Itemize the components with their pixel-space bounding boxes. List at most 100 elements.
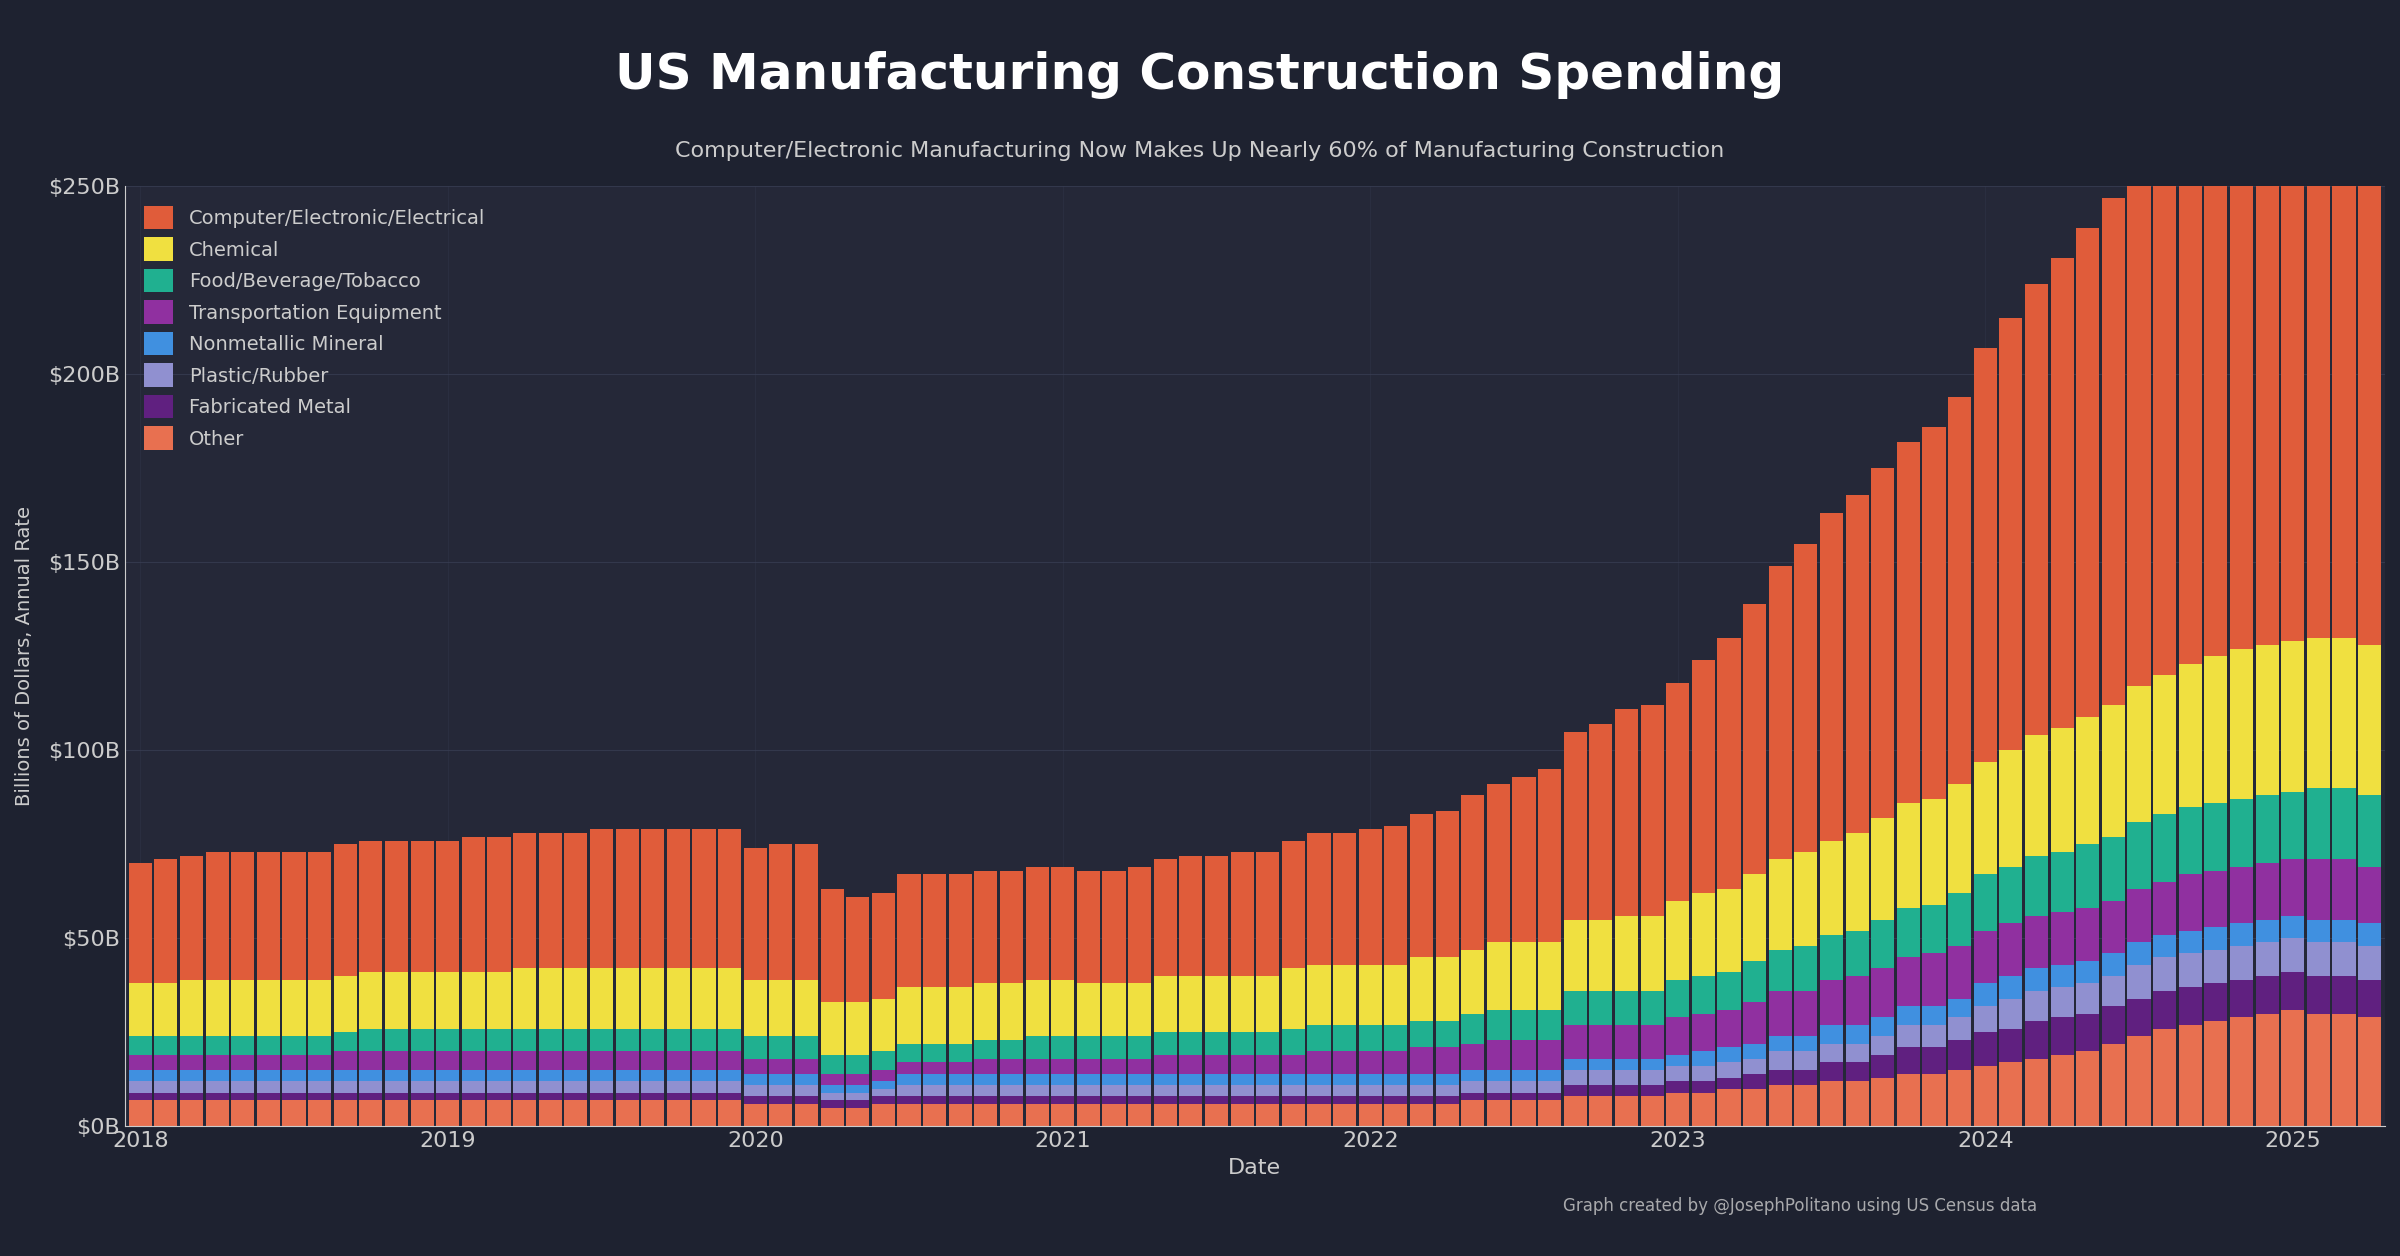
- Bar: [1332, 1051, 1356, 1074]
- Bar: [384, 1081, 408, 1093]
- Bar: [461, 1093, 485, 1100]
- Bar: [1642, 1096, 1663, 1127]
- Bar: [948, 1096, 972, 1104]
- Bar: [1128, 1096, 1152, 1104]
- Bar: [948, 874, 972, 987]
- Bar: [2230, 1017, 2254, 1127]
- Bar: [2359, 646, 2381, 795]
- Bar: [948, 1063, 972, 1074]
- Bar: [360, 1070, 382, 1081]
- Bar: [847, 897, 869, 1002]
- Bar: [924, 1074, 946, 1085]
- Bar: [538, 1093, 562, 1100]
- Bar: [694, 968, 715, 1029]
- Bar: [1051, 867, 1075, 980]
- Bar: [2203, 983, 2227, 1021]
- Bar: [667, 1081, 689, 1093]
- Bar: [307, 1093, 331, 1100]
- Bar: [1795, 946, 1817, 991]
- Bar: [1435, 1085, 1459, 1096]
- Bar: [2050, 257, 2074, 727]
- Bar: [180, 1081, 204, 1093]
- Bar: [130, 1070, 151, 1081]
- Bar: [1078, 1059, 1099, 1074]
- Bar: [564, 1070, 588, 1081]
- Bar: [1255, 1032, 1279, 1055]
- Bar: [1231, 1055, 1253, 1074]
- Bar: [1102, 1096, 1126, 1104]
- Bar: [1922, 427, 1946, 799]
- Bar: [641, 1081, 665, 1093]
- Bar: [1282, 1029, 1306, 1055]
- Bar: [1488, 1081, 1510, 1093]
- Bar: [718, 968, 742, 1029]
- Bar: [1589, 1025, 1613, 1059]
- Bar: [206, 1081, 228, 1093]
- Bar: [847, 1093, 869, 1100]
- Bar: [1922, 953, 1946, 1006]
- Bar: [614, 968, 638, 1029]
- Bar: [1205, 1085, 1229, 1096]
- Bar: [2179, 664, 2201, 806]
- Bar: [283, 1100, 305, 1127]
- Bar: [1949, 893, 1970, 946]
- Bar: [1538, 1100, 1560, 1127]
- Bar: [694, 829, 715, 968]
- Bar: [2230, 48, 2254, 649]
- Bar: [898, 1074, 922, 1085]
- Bar: [1308, 1051, 1330, 1074]
- Bar: [2282, 791, 2304, 859]
- Bar: [1385, 1085, 1406, 1096]
- Bar: [641, 968, 665, 1029]
- Bar: [1512, 1040, 1536, 1070]
- Bar: [1358, 1104, 1382, 1127]
- Bar: [1358, 1074, 1382, 1085]
- Bar: [2282, 3, 2304, 642]
- Bar: [1538, 769, 1560, 942]
- Bar: [1178, 855, 1202, 976]
- Bar: [1922, 1048, 1946, 1074]
- Bar: [1742, 1002, 1766, 1044]
- Bar: [1512, 1100, 1536, 1127]
- Bar: [154, 1055, 178, 1070]
- Bar: [1718, 972, 1740, 1010]
- Bar: [1742, 961, 1766, 1002]
- Bar: [2126, 965, 2150, 999]
- Bar: [1128, 983, 1152, 1036]
- Bar: [514, 1100, 535, 1127]
- Bar: [2050, 965, 2074, 987]
- Bar: [2126, 942, 2150, 965]
- Bar: [307, 1070, 331, 1081]
- Bar: [2076, 983, 2100, 1014]
- Bar: [1154, 1085, 1176, 1096]
- Bar: [1385, 825, 1406, 965]
- Bar: [1409, 814, 1433, 957]
- Bar: [1922, 904, 1946, 953]
- Bar: [1462, 1070, 1483, 1081]
- Bar: [1025, 980, 1049, 1036]
- Bar: [230, 1081, 254, 1093]
- Bar: [2102, 1006, 2124, 1044]
- Bar: [1308, 1096, 1330, 1104]
- Bar: [2076, 716, 2100, 844]
- Bar: [1282, 1096, 1306, 1104]
- Bar: [487, 1029, 511, 1051]
- Bar: [667, 829, 689, 968]
- Bar: [437, 972, 458, 1029]
- Bar: [948, 1104, 972, 1127]
- Bar: [1742, 874, 1766, 961]
- Bar: [2230, 923, 2254, 946]
- Bar: [614, 1051, 638, 1070]
- Bar: [2102, 705, 2124, 836]
- Bar: [2256, 976, 2278, 1014]
- Bar: [1846, 495, 1870, 833]
- Bar: [1385, 1096, 1406, 1104]
- Bar: [1435, 1096, 1459, 1104]
- Bar: [1332, 1104, 1356, 1127]
- Bar: [230, 852, 254, 980]
- Bar: [794, 1104, 818, 1127]
- Bar: [1462, 1100, 1483, 1127]
- Bar: [2126, 1036, 2150, 1127]
- Bar: [564, 1029, 588, 1051]
- Bar: [1949, 1017, 1970, 1040]
